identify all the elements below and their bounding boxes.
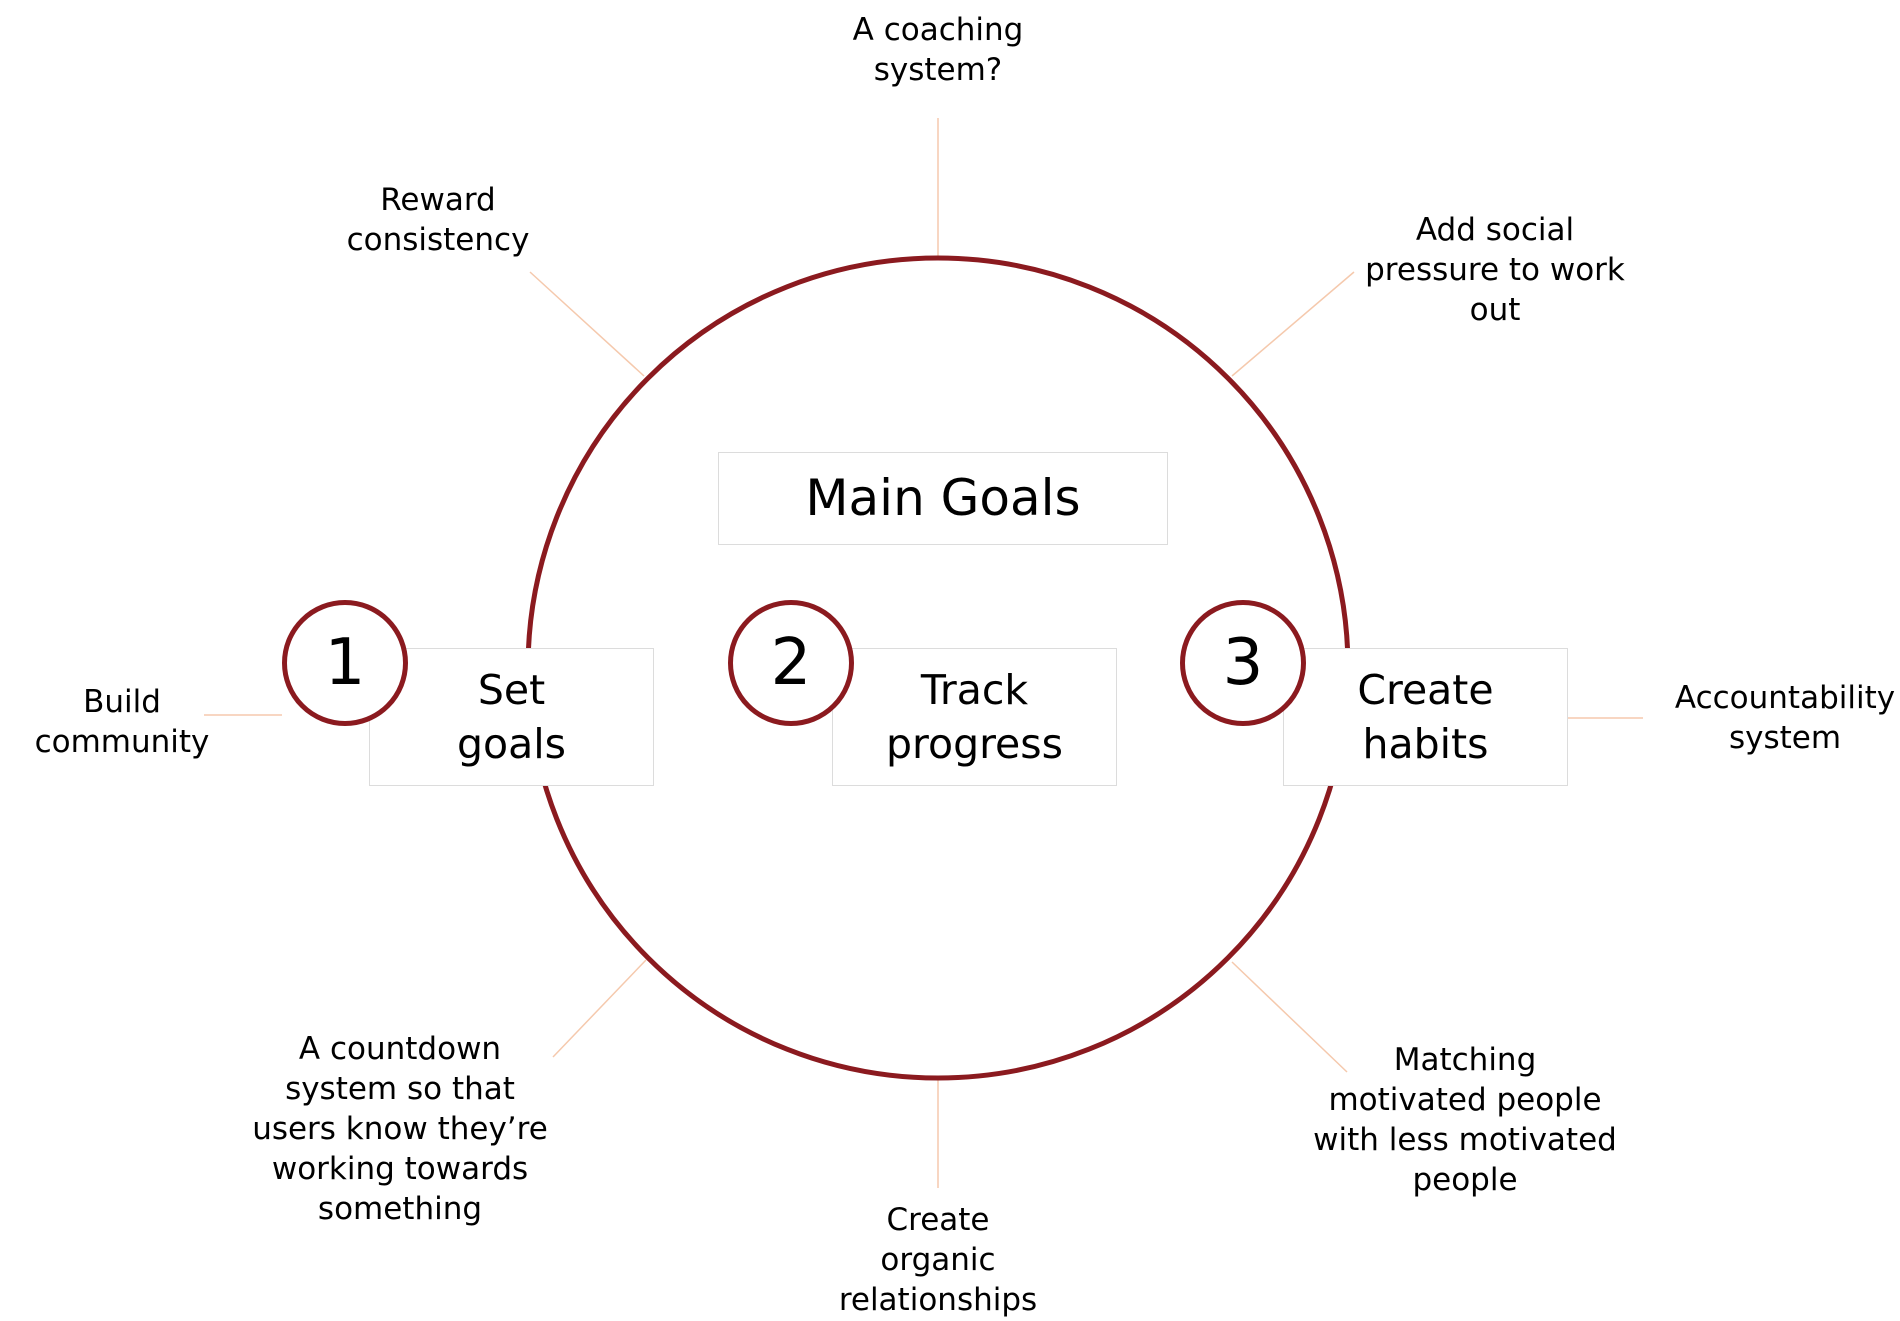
annotation-left: Build community	[34, 684, 210, 760]
annotation-top-left: Reward consistency	[346, 182, 530, 258]
annotation-right: Accountability system	[1674, 680, 1896, 756]
annotation-bottom-right: Matching motivated people with less moti…	[1313, 1042, 1617, 1198]
step-2-box: Track progress	[832, 648, 1117, 786]
annotation-bottom: Create organic relationships	[838, 1202, 1038, 1318]
annotation-top: A coaching system?	[852, 12, 1024, 88]
step-1-box: Set goals	[369, 648, 654, 786]
connector-bottom-right	[1231, 961, 1348, 1073]
connector-bottom-left	[552, 959, 647, 1058]
annotation-bottom-left: A countdown system so that users know th…	[252, 1031, 548, 1227]
main-goals-title: Main Goals	[718, 452, 1168, 545]
step-3-number: 3	[1180, 600, 1306, 726]
step-3-box: Create habits	[1283, 648, 1568, 786]
step-2-number: 2	[728, 600, 854, 726]
step-1-number: 1	[282, 600, 408, 726]
connector-top-right	[1231, 271, 1355, 377]
annotation-top-right: Add social pressure to work out	[1365, 212, 1625, 328]
connector-top-left	[529, 271, 645, 377]
